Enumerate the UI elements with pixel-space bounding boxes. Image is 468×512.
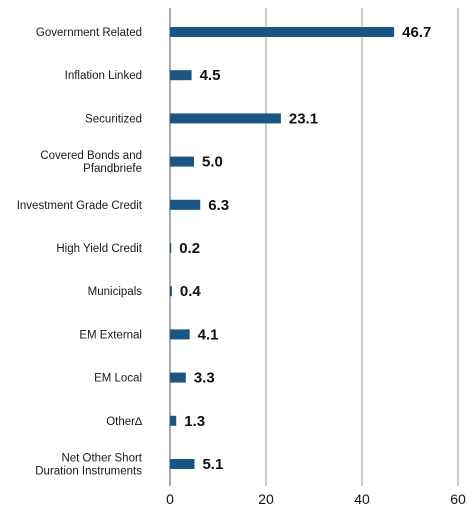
- category-label-line: Covered Bonds and: [40, 150, 142, 162]
- category-label: Municipals: [88, 286, 143, 298]
- category-label-line: Duration Instruments: [35, 466, 142, 478]
- category-label: Securitized: [85, 113, 142, 125]
- bar: [170, 329, 190, 340]
- x-tick-label: 20: [258, 491, 274, 507]
- value-label: 4.1: [198, 326, 219, 343]
- category-label-line: High Yield Credit: [56, 243, 142, 255]
- value-label: 4.5: [200, 67, 221, 84]
- bar: [170, 156, 194, 167]
- category-label-line: Securitized: [85, 113, 142, 125]
- value-label: 3.3: [194, 370, 215, 387]
- value-label: 5.0: [202, 154, 223, 171]
- value-label: 0.4: [180, 283, 202, 300]
- bar: [170, 459, 195, 469]
- category-label: Other∆: [106, 416, 143, 428]
- x-tick-label: 60: [450, 491, 466, 507]
- category-label-line: Government Related: [36, 27, 142, 39]
- bar: [170, 199, 201, 210]
- category-label-line: Inflation Linked: [65, 70, 142, 82]
- category-label: High Yield Credit: [56, 243, 142, 255]
- value-label: 23.1: [289, 110, 318, 127]
- bar: [170, 415, 177, 426]
- value-label: 5.1: [202, 456, 223, 473]
- category-label-line: Other∆: [106, 416, 143, 428]
- category-label-line: Net Other Short: [61, 453, 142, 465]
- category-label: Government Related: [36, 27, 142, 39]
- category-label: Covered Bonds and Pfandbriefe: [40, 150, 142, 175]
- x-tick-label: 0: [166, 491, 174, 507]
- bar: [170, 286, 172, 297]
- category-label-line: EM External: [79, 329, 142, 341]
- bar: [170, 243, 172, 253]
- bar: [170, 113, 281, 124]
- category-label: EM External: [79, 329, 142, 341]
- bar: [170, 27, 395, 37]
- x-tick-label: 40: [354, 491, 370, 507]
- value-label: 1.3: [184, 413, 205, 430]
- category-label: Inflation Linked: [65, 70, 142, 82]
- category-label-line: Municipals: [88, 286, 143, 298]
- bar: [170, 70, 192, 81]
- category-label: Investment Grade Credit: [17, 200, 143, 212]
- value-label: 46.7: [402, 24, 431, 41]
- value-label: 6.3: [208, 197, 229, 214]
- category-label-line: Investment Grade Credit: [17, 200, 143, 212]
- value-label: 0.2: [179, 240, 200, 257]
- category-label: Net Other Short Duration Instruments: [35, 453, 143, 478]
- bar: [170, 372, 186, 383]
- category-label: EM Local: [94, 373, 142, 385]
- category-label-line: EM Local: [94, 373, 142, 385]
- category-label-line: Pfandbriefe: [83, 163, 142, 175]
